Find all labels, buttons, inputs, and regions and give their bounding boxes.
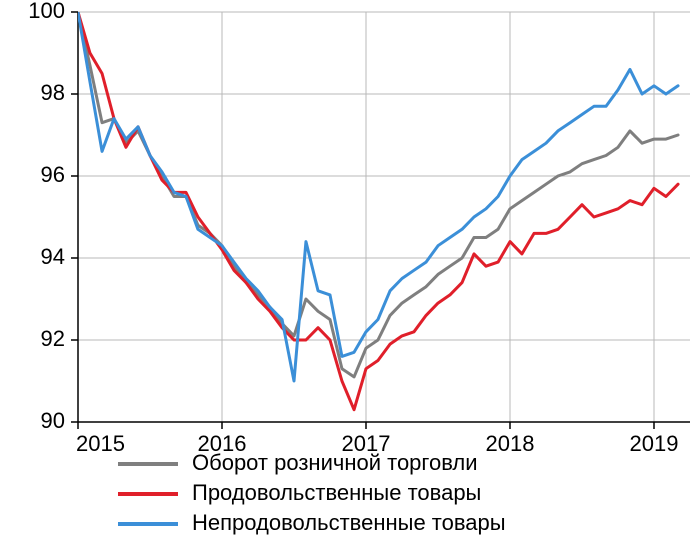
legend-label: Оборот розничной торговли: [192, 450, 478, 475]
legend-label: Непродовольственные товары: [192, 510, 506, 535]
x-tick-label: 2018: [486, 431, 535, 456]
y-tick-label: 92: [41, 326, 65, 351]
legend-label: Продовольственные товары: [192, 480, 481, 505]
x-tick-label: 2015: [76, 431, 125, 456]
x-tick-label: 2019: [630, 431, 679, 456]
y-tick-label: 90: [41, 408, 65, 433]
y-tick-label: 94: [41, 244, 65, 269]
y-tick-label: 96: [41, 162, 65, 187]
line-chart: 909294969810020152016201720182019Оборот …: [0, 0, 700, 554]
legend: Оборот розничной торговли Продовольственн…: [118, 450, 506, 535]
y-tick-label: 100: [28, 0, 65, 23]
y-tick-label: 98: [41, 80, 65, 105]
chart-svg: 909294969810020152016201720182019Оборот …: [0, 0, 700, 554]
